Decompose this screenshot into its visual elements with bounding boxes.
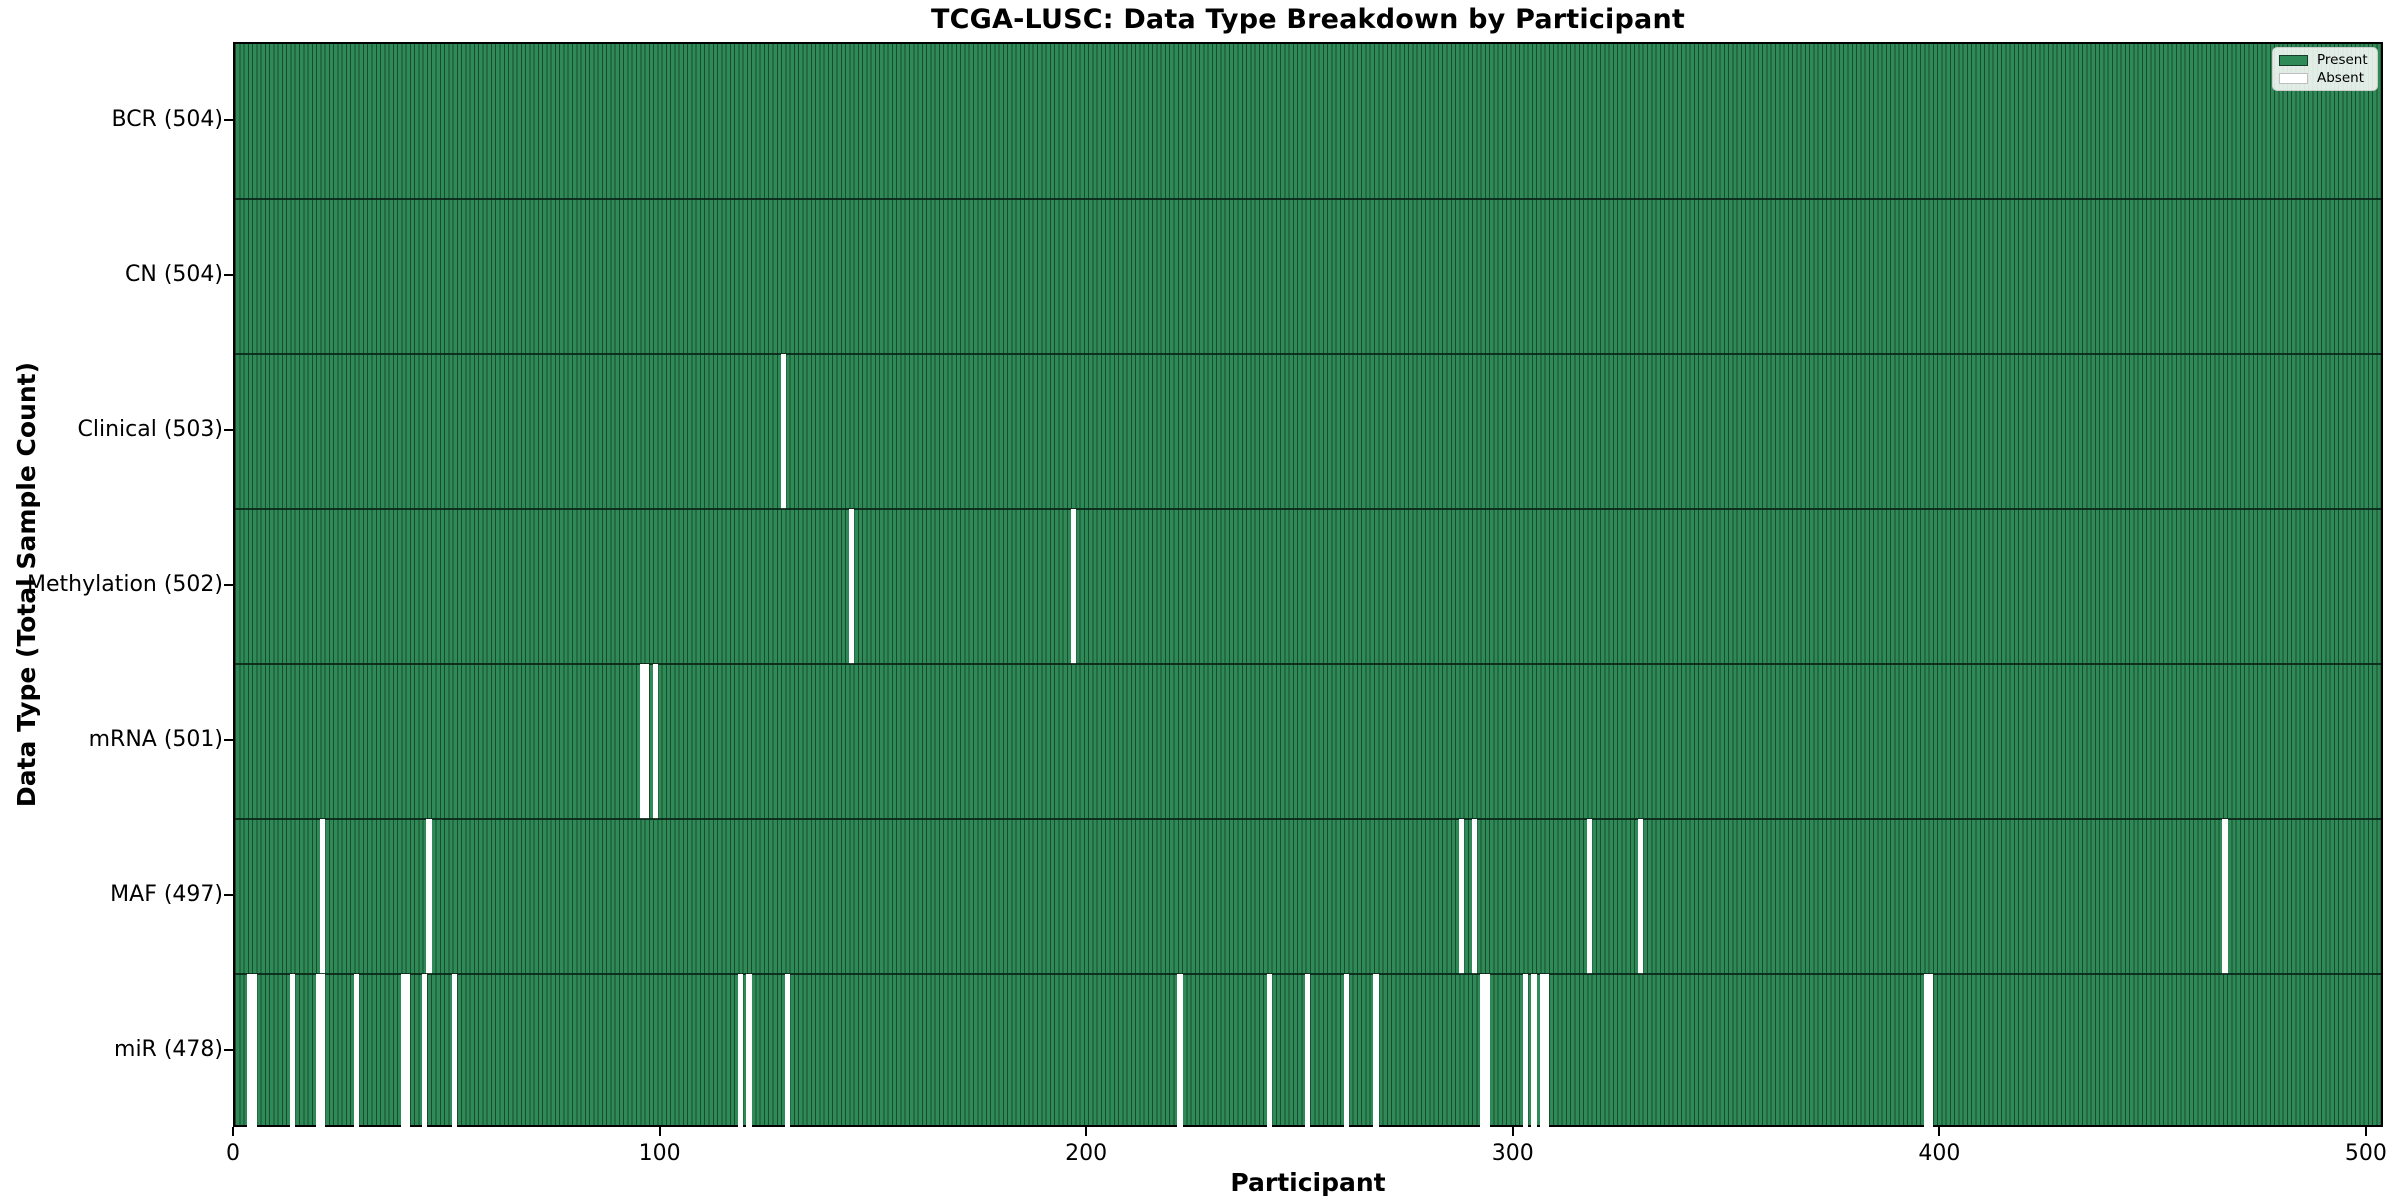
y-tick [224, 893, 233, 896]
absent-bar-Clinical [780, 354, 786, 509]
absent-bar-miR [1266, 974, 1273, 1129]
absent-bar-miR [251, 974, 257, 1129]
absent-bar-miR [737, 974, 744, 1129]
x-tick-label: 100 [638, 1141, 681, 1166]
y-tick [224, 738, 233, 741]
legend-entry-present: Present [2279, 51, 2371, 68]
absent-bar-miR [1177, 974, 1183, 1129]
x-tick [1085, 1127, 1088, 1136]
absent-bar-Methylation [848, 509, 855, 664]
absent-bar-miR [1343, 974, 1349, 1129]
absent-bar-MAF [1471, 819, 1477, 974]
absent-bar-miR [247, 974, 253, 1129]
absent-bar-MAF [1637, 819, 1644, 974]
x-tick [1938, 1127, 1941, 1136]
absent-bar-miR [315, 974, 321, 1129]
absent-bar-Methylation [1070, 509, 1076, 664]
absent-bar-miR [319, 974, 326, 1129]
y-tick-label-Clinical: Clinical (503) [77, 416, 223, 442]
present-swatch-icon [2279, 54, 2308, 66]
absent-bar-miR [1531, 974, 1537, 1129]
x-tick [232, 1127, 234, 1136]
absent-bar-mRNA [639, 664, 646, 819]
y-tick [224, 428, 233, 431]
row-divider [235, 508, 2381, 510]
absent-bar-miR [1484, 974, 1490, 1129]
absent-bar-miR [400, 974, 407, 1129]
absent-swatch-icon [2279, 72, 2308, 84]
absent-bar-MAF [319, 819, 326, 974]
row-divider [235, 818, 2381, 820]
y-tick [224, 118, 233, 121]
absent-bar-miR [1373, 974, 1379, 1129]
y-tick-label-mRNA: mRNA (501) [88, 726, 223, 752]
x-tick-label: 400 [1918, 1141, 1961, 1166]
legend-entry-absent: Absent [2279, 69, 2371, 86]
x-tick-label: 500 [2344, 1141, 2387, 1166]
absent-bar-miR [452, 974, 458, 1129]
y-tick-label-CN: CN (504) [125, 261, 223, 287]
absent-bar-mRNA [644, 664, 650, 819]
absent-bar-miR [746, 974, 752, 1129]
x-tick [2364, 1127, 2367, 1136]
x-tick [658, 1127, 661, 1136]
legend-present-label: Present [2317, 51, 2368, 68]
y-tick [224, 583, 233, 586]
plot-area [233, 42, 2383, 1129]
absent-bar-miR [1480, 974, 1486, 1129]
absent-bar-miR [1522, 974, 1529, 1129]
absent-bar-miR [1305, 974, 1311, 1129]
absent-bar-miR [405, 974, 411, 1129]
legend: Present Absent [2272, 47, 2378, 91]
x-tick [1511, 1127, 1514, 1136]
chart-title: TCGA-LUSC: Data Type Breakdown by Partic… [931, 4, 1685, 35]
absent-bar-miR [1923, 974, 1930, 1129]
absent-bar-MAF [2222, 819, 2228, 974]
absent-bar-mRNA [652, 664, 658, 819]
absent-bar-miR [1544, 974, 1550, 1129]
y-tick-label-Methylation: Methylation (502) [27, 571, 223, 597]
x-tick-label: 300 [1491, 1141, 1534, 1166]
absent-bar-miR [422, 974, 428, 1129]
y-tick [224, 1048, 233, 1051]
row-divider [235, 198, 2381, 200]
absent-bar-miR [1539, 974, 1546, 1129]
absent-bar-MAF [1458, 819, 1465, 974]
legend-absent-label: Absent [2317, 69, 2364, 86]
y-tick-label-BCR: BCR (504) [111, 106, 223, 132]
y-tick-label-miR: miR (478) [114, 1036, 223, 1062]
absent-bar-miR [353, 974, 360, 1129]
row-divider [235, 353, 2381, 355]
x-axis-title: Participant [1230, 1168, 1386, 1197]
x-tick-label: 200 [1065, 1141, 1108, 1166]
row-divider [235, 663, 2381, 665]
absent-bar-MAF [426, 819, 432, 974]
absent-bar-miR [289, 974, 296, 1129]
y-tick [224, 273, 233, 276]
absent-bar-MAF [1586, 819, 1593, 974]
absent-bar-miR [784, 974, 791, 1129]
x-tick-label: 0 [226, 1141, 240, 1166]
y-tick-label-MAF: MAF (497) [110, 881, 223, 907]
absent-bar-miR [1928, 974, 1934, 1129]
